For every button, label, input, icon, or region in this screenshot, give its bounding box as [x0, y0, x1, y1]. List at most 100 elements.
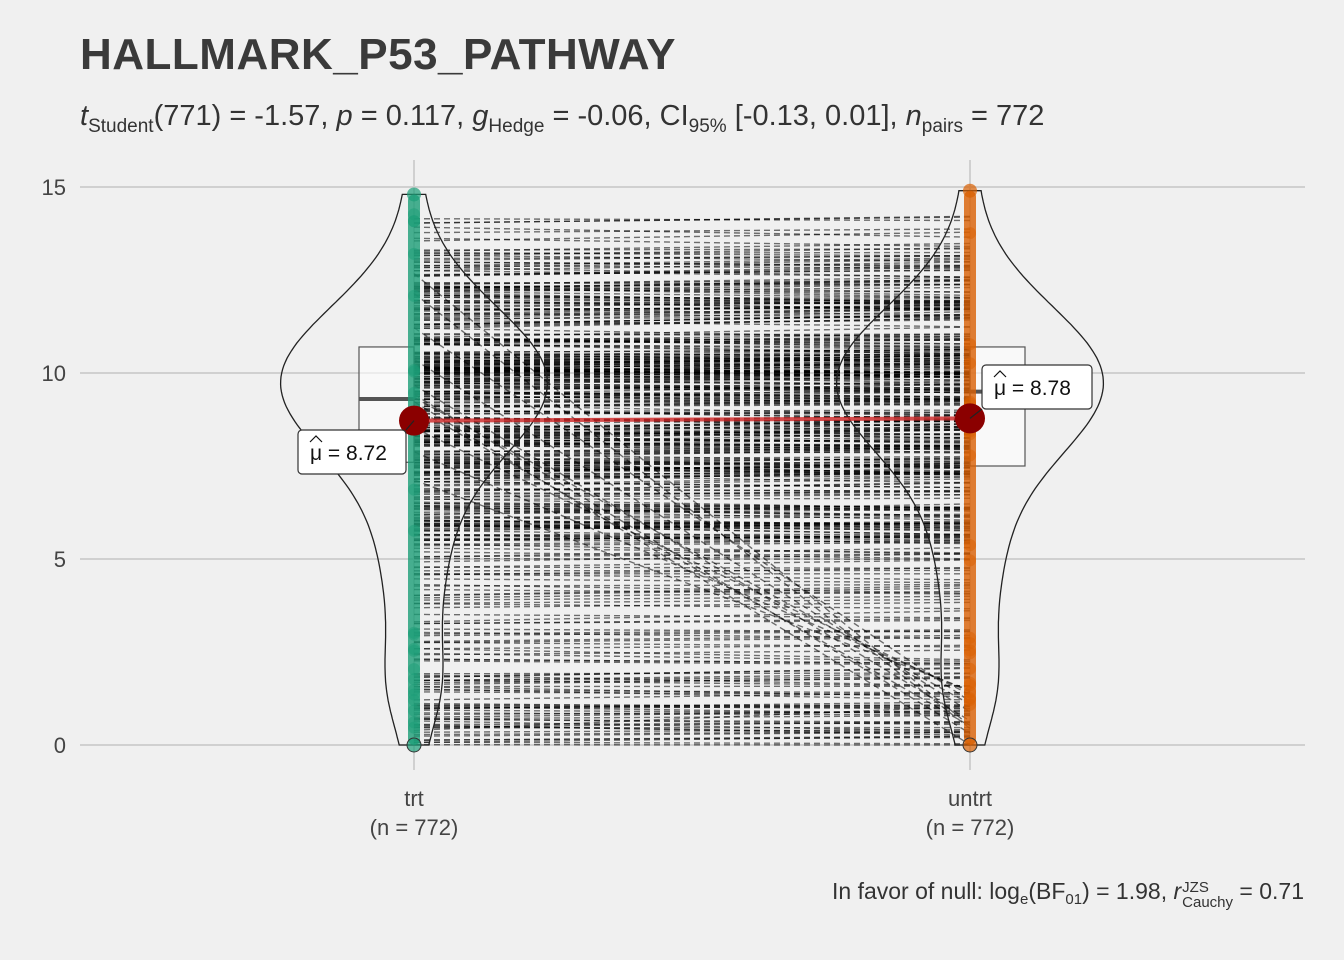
- untrt-point: [964, 338, 976, 351]
- paired-line: [413, 428, 971, 437]
- paired-line: [413, 429, 971, 441]
- paired-line: [413, 705, 971, 710]
- untrt-point: [964, 662, 976, 675]
- x-tick-n-label: (n = 772): [926, 815, 1015, 840]
- x-axis-ticks: trt (n = 772) untrt (n = 772): [370, 786, 1015, 840]
- paired-line: [413, 286, 971, 299]
- paired-line: [413, 644, 971, 650]
- paired-line: [413, 242, 971, 252]
- g-symbol: g: [472, 100, 489, 132]
- untrt-point: [964, 647, 976, 660]
- paired-line: [413, 401, 971, 746]
- n-symbol: n: [905, 100, 922, 132]
- r-superscript: JZS: [1182, 879, 1209, 896]
- paired-lines: [413, 215, 971, 746]
- paired-line: [413, 539, 971, 546]
- paired-line: [413, 704, 971, 710]
- paired-line: [413, 302, 971, 305]
- untrt-point: [964, 554, 976, 567]
- trt-point: [408, 704, 420, 717]
- paired-line: [413, 547, 971, 554]
- paired-line: [413, 735, 971, 742]
- paired-line: [413, 590, 971, 599]
- trt-violin: [279, 193, 549, 746]
- paired-line: [413, 278, 971, 290]
- mean-label-leader: [405, 420, 415, 431]
- paired-line: [413, 343, 971, 348]
- paired-line: [413, 536, 971, 540]
- paired-line: [413, 628, 971, 633]
- paired-line: [413, 652, 971, 663]
- paired-line: [413, 420, 971, 429]
- mean-label-text: μ = 8.78: [994, 377, 1071, 400]
- paired-line: [413, 269, 971, 278]
- paired-line: [413, 660, 971, 666]
- p-symbol: p: [336, 100, 353, 132]
- mean-label-text: μ = 8.72: [310, 442, 387, 465]
- paired-line: [413, 667, 971, 678]
- paired-line: [413, 525, 971, 531]
- trt-point-min: [406, 737, 422, 753]
- trt-point: [408, 247, 420, 260]
- paired-line: [413, 519, 971, 529]
- caption-text-2: (BF: [1028, 878, 1066, 904]
- paired-line: [413, 534, 971, 541]
- paired-line: [413, 286, 971, 293]
- untrt-point: [964, 686, 976, 699]
- paired-line: [413, 674, 971, 687]
- paired-line: [413, 296, 971, 307]
- paired-line: [413, 610, 971, 623]
- paired-line: [413, 553, 971, 558]
- paired-line: [413, 585, 971, 596]
- paired-line: [413, 474, 971, 478]
- paired-line: [413, 317, 971, 330]
- paired-line: [413, 218, 971, 222]
- paired-line: [413, 588, 971, 595]
- paired-line: [413, 294, 971, 302]
- caption-text-4: = 0.71: [1233, 878, 1304, 904]
- paired-line: [413, 215, 971, 224]
- paired-line: [413, 508, 971, 516]
- p-value: = 0.117,: [352, 100, 473, 132]
- paired-line: [413, 257, 971, 267]
- paired-line: [413, 677, 971, 684]
- n-pairs: = 772: [962, 100, 1045, 132]
- paired-line: [413, 387, 971, 392]
- paired-line: [413, 350, 971, 359]
- paired-line: [413, 377, 971, 386]
- chart-subtitle: tStudent(771) = -1.57, p = 0.117, gHedge…: [80, 100, 1044, 138]
- paired-line: [413, 371, 971, 374]
- paired-line: [413, 619, 971, 625]
- paired-line: [413, 335, 971, 345]
- y-tick-label: 10: [42, 361, 66, 386]
- paired-line: [413, 491, 971, 496]
- paired-line: [413, 426, 971, 440]
- paired-line: [413, 261, 971, 268]
- paired-line: [413, 679, 971, 687]
- untrt-violin: [835, 190, 1105, 746]
- t-statistic: (771) = -1.57,: [153, 100, 337, 132]
- paired-line: [413, 296, 971, 299]
- paired-line: [413, 437, 971, 448]
- paired-line: [413, 269, 971, 276]
- paired-line: [413, 368, 971, 379]
- trt-point: [408, 363, 420, 376]
- paired-line: [413, 712, 971, 716]
- paired-line: [413, 316, 971, 320]
- n-subscript: pairs: [921, 116, 963, 137]
- paired-line: [413, 319, 971, 328]
- paired-line: [413, 702, 971, 709]
- paired-line: [413, 411, 971, 415]
- paired-line: [413, 720, 971, 732]
- untrt-point: [964, 539, 976, 552]
- untrt-point: [964, 449, 976, 462]
- paired-line: [413, 601, 971, 609]
- y-tick-label: 5: [54, 547, 66, 572]
- paired-line: [413, 396, 971, 705]
- paired-line: [413, 573, 971, 581]
- paired-line: [413, 497, 971, 501]
- trt-point: [408, 289, 420, 302]
- paired-line: [413, 381, 971, 394]
- paired-line: [413, 595, 971, 601]
- grid-lines: [80, 160, 1305, 770]
